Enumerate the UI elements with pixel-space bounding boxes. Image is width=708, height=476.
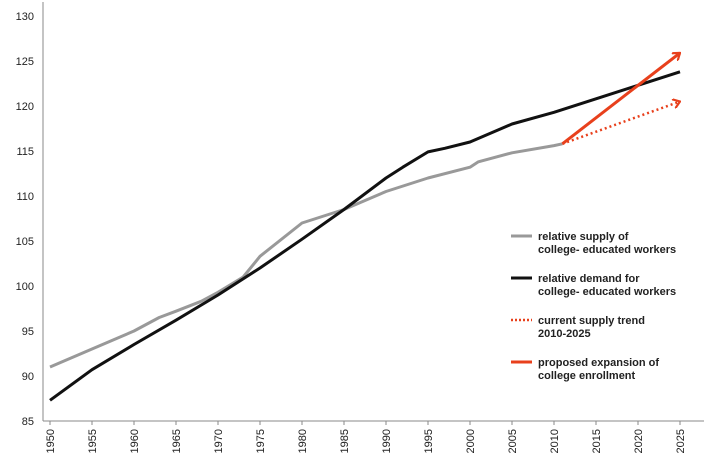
series-lines bbox=[49, 51, 681, 402]
y-tick-label: 130 bbox=[16, 11, 34, 23]
legend-label: college- educated workers bbox=[538, 286, 676, 298]
legend-label: 2010-2025 bbox=[538, 328, 591, 340]
x-tick-label: 1960 bbox=[129, 429, 141, 453]
x-tick-labels: 1950 1955 1960 1965 1970 1975 1980 1985 1990 1995… bbox=[45, 421, 687, 453]
supply-line bbox=[49, 142, 563, 369]
x-tick-label: 1975 bbox=[255, 429, 267, 453]
x-tick-label: 1950 bbox=[45, 429, 57, 453]
x-tick-label: 1985 bbox=[339, 429, 351, 453]
x-tick-label: 1980 bbox=[297, 429, 309, 453]
legend-label: relative supply of bbox=[538, 231, 629, 243]
legend-label: current supply trend bbox=[538, 315, 645, 327]
legend-label: relative demand for bbox=[538, 273, 640, 285]
x-tick-label: 1965 bbox=[171, 429, 183, 453]
x-tick-label: 1995 bbox=[423, 429, 435, 453]
y-tick-label: 100 bbox=[16, 281, 34, 293]
axes bbox=[42, 2, 704, 422]
y-tick-label: 105 bbox=[16, 236, 34, 248]
x-tick-label: 2015 bbox=[591, 429, 603, 453]
x-tick-label: 2000 bbox=[465, 429, 477, 453]
x-tick-label: 1970 bbox=[213, 429, 225, 453]
demand-line bbox=[49, 70, 681, 402]
y-tick-label: 125 bbox=[16, 56, 34, 68]
legend-label: college- educated workers bbox=[538, 244, 676, 256]
x-tick-label: 2020 bbox=[633, 429, 645, 453]
proposed-expansion-arrow bbox=[561, 51, 680, 145]
x-tick-label: 2005 bbox=[507, 429, 519, 453]
x-tick-label: 2025 bbox=[675, 429, 687, 453]
y-tick-label: 85 bbox=[22, 416, 34, 428]
legend-label: proposed expansion of bbox=[538, 357, 659, 369]
legend-label: college enrollment bbox=[538, 370, 636, 382]
y-tick-label: 95 bbox=[22, 326, 34, 338]
y-tick-label: 90 bbox=[22, 371, 34, 383]
y-tick-label: 110 bbox=[16, 191, 34, 203]
current-supply-trend-line bbox=[561, 102, 680, 145]
y-tick-label: 120 bbox=[16, 101, 34, 113]
x-tick-label: 1955 bbox=[87, 429, 99, 453]
y-tick-label: 115 bbox=[16, 146, 34, 158]
x-tick-label: 1990 bbox=[381, 429, 393, 453]
y-tick-labels: 85 90 95 100 105 110 115 120 125 130 bbox=[16, 11, 34, 428]
x-tick-label: 2010 bbox=[549, 429, 561, 453]
